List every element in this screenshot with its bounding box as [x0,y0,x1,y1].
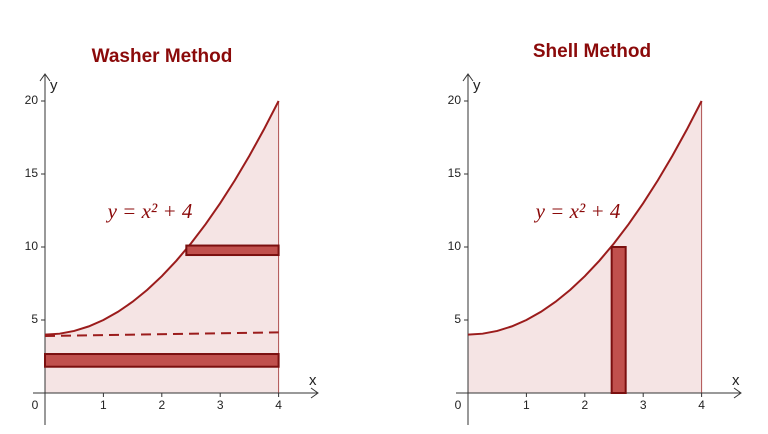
equation: y = x² + 4 [534,199,621,223]
y-tick-label: 10 [25,239,39,253]
y-axis-label: y [50,77,58,94]
panel: x y 0 1 2 3 4 5 10 15 20 Washer Method y = x² + 4 [25,46,319,425]
strip [44,353,280,368]
y-tick-label: 10 [448,239,462,253]
panel: x y 0 1 2 3 4 5 10 15 20 Shell Method y = x² + 4 [448,41,742,425]
x-tick-label: 0 [32,398,39,412]
y-arrow [39,73,51,82]
y-tick-label: 5 [454,312,461,326]
y-arrow [462,73,474,82]
x-tick-label: 1 [523,398,530,412]
area [468,101,702,393]
equation: y = x² + 4 [106,199,193,223]
x-tick-label: 4 [698,398,705,412]
title: Shell Method [533,41,651,62]
y-tick-label: 20 [448,93,462,107]
curve [44,100,280,336]
x-arrow [733,387,742,399]
x-tick-label: 3 [640,398,647,412]
y-tick-label: 15 [25,166,39,180]
x-tick-label: 2 [158,398,165,412]
x-tick-label: 3 [217,398,224,412]
x-axis-label: x [309,372,317,389]
x-axis-label: x [732,372,740,389]
y-tick-label: 20 [25,93,39,107]
curve [467,100,703,336]
x-tick-label: 1 [100,398,107,412]
y-tick-label: 15 [448,166,462,180]
dashed-line [44,331,279,338]
x-tick-label: 2 [581,398,588,412]
strip [610,246,627,394]
x-tick-label: 0 [455,398,462,412]
title: Washer Method [92,46,233,67]
strip [185,244,280,257]
x-tick-label: 4 [275,398,282,412]
y-tick-label: 5 [31,312,38,326]
x-arrow [310,387,319,399]
y-axis-label: y [473,77,481,94]
